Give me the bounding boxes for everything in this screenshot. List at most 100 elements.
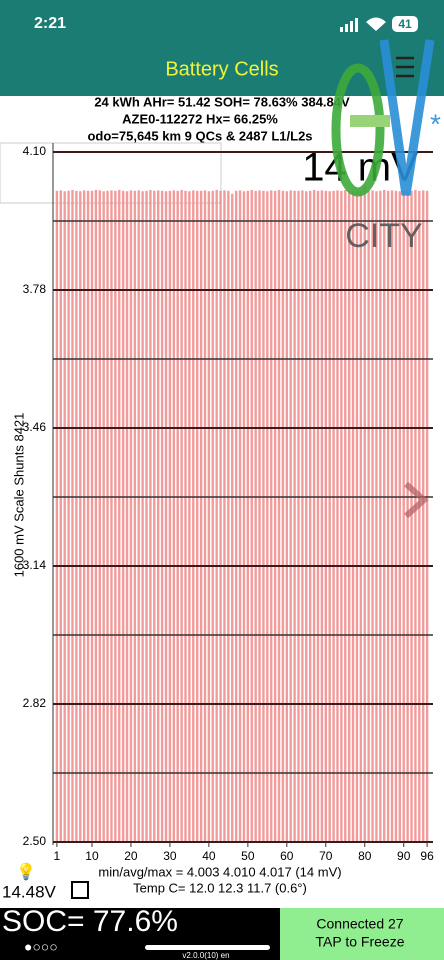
menu-button[interactable] [396, 56, 414, 78]
bar [308, 190, 312, 842]
bar [258, 190, 261, 843]
bar [168, 190, 172, 842]
bar [102, 191, 105, 842]
bar [164, 191, 168, 842]
page-dots[interactable]: ●○○○ [24, 939, 58, 955]
freeze-button[interactable] [280, 908, 444, 960]
bar [180, 189, 183, 842]
bar [188, 191, 191, 842]
battery-level: 41 [398, 17, 412, 31]
bar [328, 191, 331, 842]
bar [418, 190, 421, 842]
bar [367, 190, 370, 842]
bar [114, 190, 117, 842]
bar [305, 191, 308, 842]
bar [262, 190, 265, 842]
bar [71, 189, 74, 842]
y-tick-label: 2.82 [23, 696, 47, 710]
x-tick-label: 20 [124, 849, 138, 863]
bar [203, 190, 207, 843]
soc-panel [0, 908, 280, 960]
bar [390, 190, 394, 843]
y-tick-label: 3.46 [23, 420, 47, 434]
svg-text:*: * [430, 108, 441, 139]
bar [242, 191, 246, 842]
bar [289, 190, 292, 843]
bar [129, 190, 133, 843]
calendar-icon[interactable] [71, 881, 89, 899]
y-tick-label: 2.50 [23, 834, 47, 848]
bar [153, 190, 156, 842]
wifi-icon [366, 17, 386, 31]
bar [211, 190, 214, 842]
bar [137, 190, 140, 843]
bar [379, 190, 382, 842]
soc: SOC= 77.6% [2, 905, 178, 938]
bar [118, 189, 121, 842]
bar [355, 190, 359, 843]
bar [344, 189, 347, 842]
x-tick-label: 50 [241, 849, 255, 863]
bar [192, 190, 195, 843]
bar [86, 190, 90, 842]
bar [402, 190, 405, 842]
x-tick-label: 90 [397, 849, 411, 863]
bar [149, 189, 152, 842]
bar [219, 190, 222, 842]
bar [383, 189, 386, 842]
bar [347, 190, 351, 842]
bar [160, 190, 164, 842]
bar [425, 190, 429, 842]
bar [79, 191, 82, 842]
signal-icon [340, 18, 358, 32]
bar [238, 190, 242, 843]
bar [67, 190, 70, 842]
bar [270, 190, 273, 843]
bar [301, 190, 304, 843]
connection-status: Connected 27 [316, 916, 403, 932]
bar [273, 190, 277, 842]
bar [297, 190, 300, 842]
bulb-icon[interactable]: 💡 [16, 862, 36, 881]
bar [184, 190, 187, 842]
bar [351, 191, 355, 842]
home-indicator [145, 945, 270, 950]
logo: * CITY [331, 39, 441, 255]
bar [266, 191, 269, 842]
app-bar [0, 0, 444, 96]
bar [371, 190, 374, 843]
bar [250, 189, 253, 842]
battery-icon [392, 16, 418, 32]
pack-voltage: 14.48V [2, 882, 57, 901]
bar [394, 190, 398, 842]
freeze-hint: TAP to Freeze [316, 934, 405, 950]
bar [75, 190, 78, 842]
bar [410, 190, 413, 842]
bar [82, 190, 86, 843]
bar [172, 190, 176, 843]
bar [359, 190, 363, 842]
info-line: odo=75,645 km 9 QCs & 2487 L1/L2s [87, 128, 312, 143]
x-tick-label: 1 [54, 849, 61, 863]
bar [246, 190, 250, 842]
bar [133, 190, 137, 842]
bar [332, 190, 335, 842]
x-tick-label: 80 [358, 849, 372, 863]
y-tick-label: 3.78 [23, 282, 47, 296]
logo-text: CITY [345, 217, 422, 255]
bar [254, 190, 257, 842]
bar [94, 189, 98, 842]
bar [363, 187, 366, 842]
bar [207, 191, 211, 842]
bar [231, 193, 234, 843]
bar [63, 191, 66, 842]
bar [336, 190, 339, 843]
bar [324, 190, 327, 842]
bar [281, 190, 285, 842]
bar [59, 190, 62, 843]
y-axis-label: 1600 mV Scale Shunts 8421 [11, 413, 26, 578]
bar [320, 190, 324, 843]
bar [121, 190, 125, 842]
next-arrow[interactable] [404, 481, 429, 519]
